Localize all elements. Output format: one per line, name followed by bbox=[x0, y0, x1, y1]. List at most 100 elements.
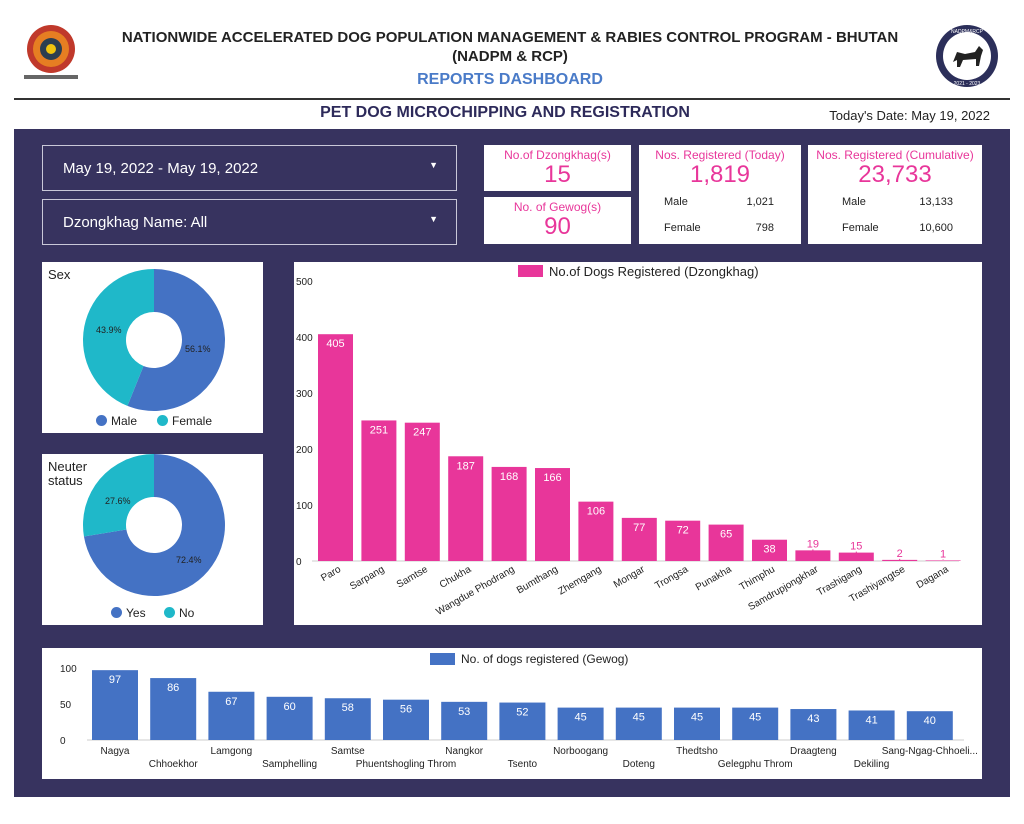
data-label: 15 bbox=[850, 541, 862, 553]
data-label: 58 bbox=[342, 702, 354, 714]
bar[interactable] bbox=[448, 456, 484, 561]
y-tick-label: 100 bbox=[60, 664, 77, 675]
female-label: Female bbox=[664, 222, 701, 234]
x-tick-label: Mongar bbox=[612, 564, 647, 591]
x-tick-label: Bumthang bbox=[515, 564, 560, 596]
data-label: 45 bbox=[691, 712, 703, 724]
legend-swatch bbox=[164, 607, 175, 618]
female-value: 798 bbox=[755, 222, 774, 234]
neuter-donut-card: Neuter status 72.4% 27.6% Yes No bbox=[42, 454, 263, 625]
legend-item-yes[interactable]: Yes bbox=[111, 606, 146, 620]
kpi-value: 23,733 bbox=[858, 161, 932, 188]
dzongkhag-bar-card: No.of Dogs Registered (Dzongkhag) 0 100 20… bbox=[294, 262, 982, 625]
bar[interactable] bbox=[557, 707, 604, 740]
donut-label: 56.1% bbox=[185, 344, 211, 354]
bar[interactable] bbox=[848, 710, 895, 740]
male-label: Male bbox=[842, 196, 866, 208]
bar[interactable] bbox=[732, 707, 779, 740]
x-tick-label: Wangdue Phodrang bbox=[434, 564, 516, 618]
data-label: 19 bbox=[807, 538, 819, 550]
chart-title: Sex bbox=[48, 267, 71, 282]
data-label: 56 bbox=[400, 704, 412, 716]
bar[interactable] bbox=[441, 701, 488, 740]
kpi-registered-cumulative: Nos. Registered (Cumulative) 23,733 Male… bbox=[808, 145, 982, 244]
kpi-label: Nos. Registered (Today) bbox=[655, 148, 785, 162]
sex-donut-chart bbox=[83, 269, 226, 411]
x-tick-label: Sarpang bbox=[348, 564, 386, 592]
data-label: 52 bbox=[516, 707, 528, 719]
neuter-donut-chart bbox=[83, 454, 225, 596]
chart-title: Neuter status bbox=[48, 459, 88, 488]
bar[interactable] bbox=[383, 699, 429, 740]
legend-item-female[interactable]: Female bbox=[157, 414, 212, 428]
bar[interactable] bbox=[491, 466, 527, 561]
chevron-down-icon: ▼ bbox=[429, 160, 438, 170]
date-range-value: May 19, 2022 - May 19, 2022 bbox=[63, 160, 259, 177]
section-title: PET DOG MICROCHIPPING AND REGISTRATION bbox=[320, 104, 690, 121]
donut-label: 43.9% bbox=[96, 325, 122, 335]
bar[interactable] bbox=[752, 539, 787, 561]
y-tick-label: 500 bbox=[296, 277, 313, 288]
x-tick-label: Nangkor bbox=[445, 746, 483, 757]
donut-slice-female[interactable] bbox=[83, 269, 154, 406]
bar[interactable] bbox=[615, 707, 662, 740]
data-label: 60 bbox=[283, 701, 295, 713]
data-label: 166 bbox=[543, 472, 561, 484]
bar[interactable] bbox=[621, 517, 657, 561]
data-label: 168 bbox=[500, 471, 518, 483]
bar[interactable] bbox=[708, 524, 744, 561]
data-label: 2 bbox=[897, 548, 903, 560]
legend-item-male[interactable]: Male bbox=[96, 414, 137, 428]
bar[interactable] bbox=[208, 691, 255, 740]
dzongkhag-dropdown[interactable]: Dzongkhag Name: All ▼ bbox=[42, 199, 457, 245]
bar[interactable] bbox=[665, 520, 701, 561]
donut-slice-no[interactable] bbox=[83, 454, 154, 537]
dashboard-title: NATIONWIDE ACCELERATED DOG POPULATION MA… bbox=[121, 29, 899, 65]
female-label: Female bbox=[842, 222, 879, 234]
data-label: 106 bbox=[587, 506, 605, 518]
legend-item-no[interactable]: No bbox=[164, 606, 194, 620]
donut-label: 72.4% bbox=[176, 555, 202, 565]
todays-date: Today's Date: May 19, 2022 bbox=[829, 108, 990, 123]
data-label: 38 bbox=[763, 544, 775, 556]
x-tick-label: Norboogang bbox=[553, 746, 608, 757]
x-tick-label: Nagya bbox=[101, 746, 130, 757]
data-label: 40 bbox=[924, 715, 936, 727]
data-label: 86 bbox=[167, 682, 179, 694]
y-tick-label: 100 bbox=[296, 501, 313, 512]
donut-slice-male[interactable] bbox=[127, 269, 226, 411]
x-tick-label: Chukha bbox=[438, 564, 474, 591]
x-tick-label: Samtse bbox=[331, 746, 365, 757]
bar[interactable] bbox=[925, 560, 961, 561]
donut-slice-yes[interactable] bbox=[83, 454, 225, 596]
bar[interactable] bbox=[578, 501, 614, 561]
x-tick-label: Zhemgang bbox=[556, 564, 603, 597]
bar[interactable] bbox=[324, 698, 371, 740]
data-label: 45 bbox=[574, 712, 586, 724]
bar[interactable] bbox=[499, 702, 546, 740]
legend-swatch bbox=[111, 607, 122, 618]
bar[interactable] bbox=[92, 670, 138, 740]
bar[interactable] bbox=[535, 468, 570, 561]
data-label: 45 bbox=[749, 712, 761, 724]
legend-label: No bbox=[179, 606, 195, 620]
bar[interactable] bbox=[674, 707, 720, 740]
date-range-picker[interactable]: May 19, 2022 - May 19, 2022 ▼ bbox=[42, 145, 457, 191]
bar[interactable] bbox=[266, 696, 313, 740]
data-label: 53 bbox=[458, 706, 470, 718]
data-label: 247 bbox=[413, 427, 431, 439]
legend-swatch bbox=[96, 415, 107, 426]
legend-swatch bbox=[157, 415, 168, 426]
bar[interactable] bbox=[404, 422, 440, 561]
dzongkhag-bar-chart: No.of Dogs Registered (Dzongkhag) 0 100 20… bbox=[296, 264, 961, 618]
dzongkhag-value: Dzongkhag Name: All bbox=[63, 214, 208, 231]
data-label: 251 bbox=[370, 424, 388, 436]
bar[interactable] bbox=[906, 711, 953, 740]
bar[interactable] bbox=[150, 678, 197, 740]
bar[interactable] bbox=[361, 420, 397, 561]
bar[interactable] bbox=[790, 709, 837, 740]
bar[interactable] bbox=[882, 559, 918, 561]
legend-swatch bbox=[430, 653, 455, 665]
legend-label: No.of Dogs Registered (Dzongkhag) bbox=[549, 264, 759, 279]
bar[interactable] bbox=[318, 334, 353, 561]
